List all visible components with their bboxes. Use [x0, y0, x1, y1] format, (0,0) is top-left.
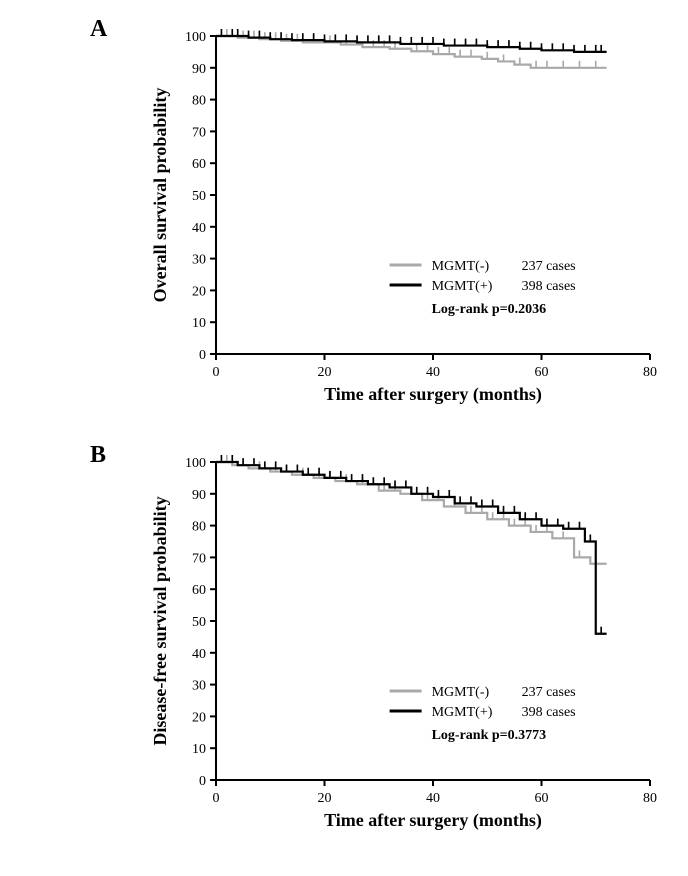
svg-text:40: 40	[426, 365, 440, 380]
svg-text:30: 30	[192, 679, 206, 694]
svg-text:60: 60	[535, 791, 549, 806]
legend-cases: 398 cases	[522, 705, 576, 720]
svg-text:20: 20	[318, 365, 332, 380]
x-axis-title: Time after surgery (months)	[324, 384, 542, 405]
svg-text:20: 20	[192, 710, 206, 725]
svg-text:50: 50	[192, 189, 206, 204]
svg-text:60: 60	[535, 365, 549, 380]
svg-text:100: 100	[185, 456, 206, 471]
survival-chart: 0 20 40 60 80 0 10 20 30 40 50 60 70 80 90 100 Time afte…	[130, 446, 670, 846]
page: A 0204060800102030405060708090100Time af…	[0, 0, 688, 876]
svg-text:20: 20	[192, 284, 206, 299]
panel-a: 0 20 40 60 80 0 10 20 30 40 50 60 70 80 90 100 Time afte…	[130, 20, 670, 420]
svg-text:80: 80	[643, 791, 657, 806]
panel-b: 0 20 40 60 80 0 10 20 30 40 50 60 70 80 90 100 Time afte…	[130, 446, 670, 846]
svg-text:0: 0	[213, 791, 220, 806]
svg-text:70: 70	[192, 125, 206, 140]
svg-text:40: 40	[426, 791, 440, 806]
svg-text:20: 20	[318, 791, 332, 806]
y-axis-title: Overall survival probability	[150, 88, 170, 303]
svg-text:40: 40	[192, 221, 206, 236]
svg-text:90: 90	[192, 488, 206, 503]
svg-text:60: 60	[192, 583, 206, 598]
svg-text:70: 70	[192, 551, 206, 566]
panel-b-label: B	[90, 442, 106, 469]
svg-text:40: 40	[192, 647, 206, 662]
legend-cases: 237 cases	[522, 685, 576, 700]
svg-text:80: 80	[643, 365, 657, 380]
svg-text:30: 30	[192, 253, 206, 268]
x-axis-title: Time after surgery (months)	[324, 810, 542, 831]
svg-text:10: 10	[192, 316, 206, 331]
legend-label: MGMT(+)	[432, 705, 493, 720]
legend-stat: Log-rank p=0.3773	[432, 728, 547, 743]
panel-a-label: A	[90, 16, 107, 43]
legend-label: MGMT(-)	[432, 685, 490, 700]
legend-cases: 237 cases	[522, 259, 576, 274]
legend-cases: 398 cases	[522, 279, 576, 294]
svg-text:10: 10	[192, 742, 206, 757]
svg-text:0: 0	[213, 365, 220, 380]
svg-text:0: 0	[199, 774, 206, 789]
svg-text:50: 50	[192, 615, 206, 630]
legend-label: MGMT(-)	[432, 259, 490, 274]
svg-text:80: 80	[192, 520, 206, 535]
svg-text:60: 60	[192, 157, 206, 172]
svg-text:90: 90	[192, 62, 206, 77]
y-axis-title: Disease-free survival probability	[150, 496, 170, 745]
legend-label: MGMT(+)	[432, 279, 493, 294]
svg-text:100: 100	[185, 30, 206, 45]
survival-chart: 0 20 40 60 80 0 10 20 30 40 50 60 70 80 90 100 Time afte…	[130, 20, 670, 420]
svg-text:0: 0	[199, 348, 206, 363]
legend-stat: Log-rank p=0.2036	[432, 302, 547, 317]
svg-text:80: 80	[192, 94, 206, 109]
